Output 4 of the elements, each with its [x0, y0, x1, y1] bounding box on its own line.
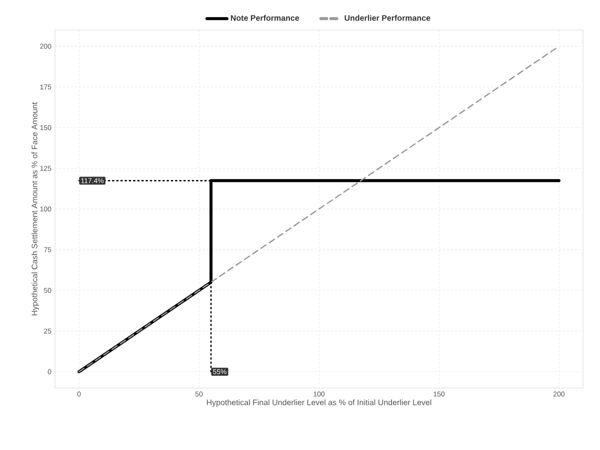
y-axis-title: Hypothetical Cash Settlement Amount as % of Face Amount [31, 102, 39, 316]
legend-label: Underlier Performance [344, 14, 430, 21]
legend-label: Note Performance [230, 14, 300, 21]
x-axis-title: Hypothetical Final Underlier Level as % of Initial Underlier Level [206, 399, 432, 407]
